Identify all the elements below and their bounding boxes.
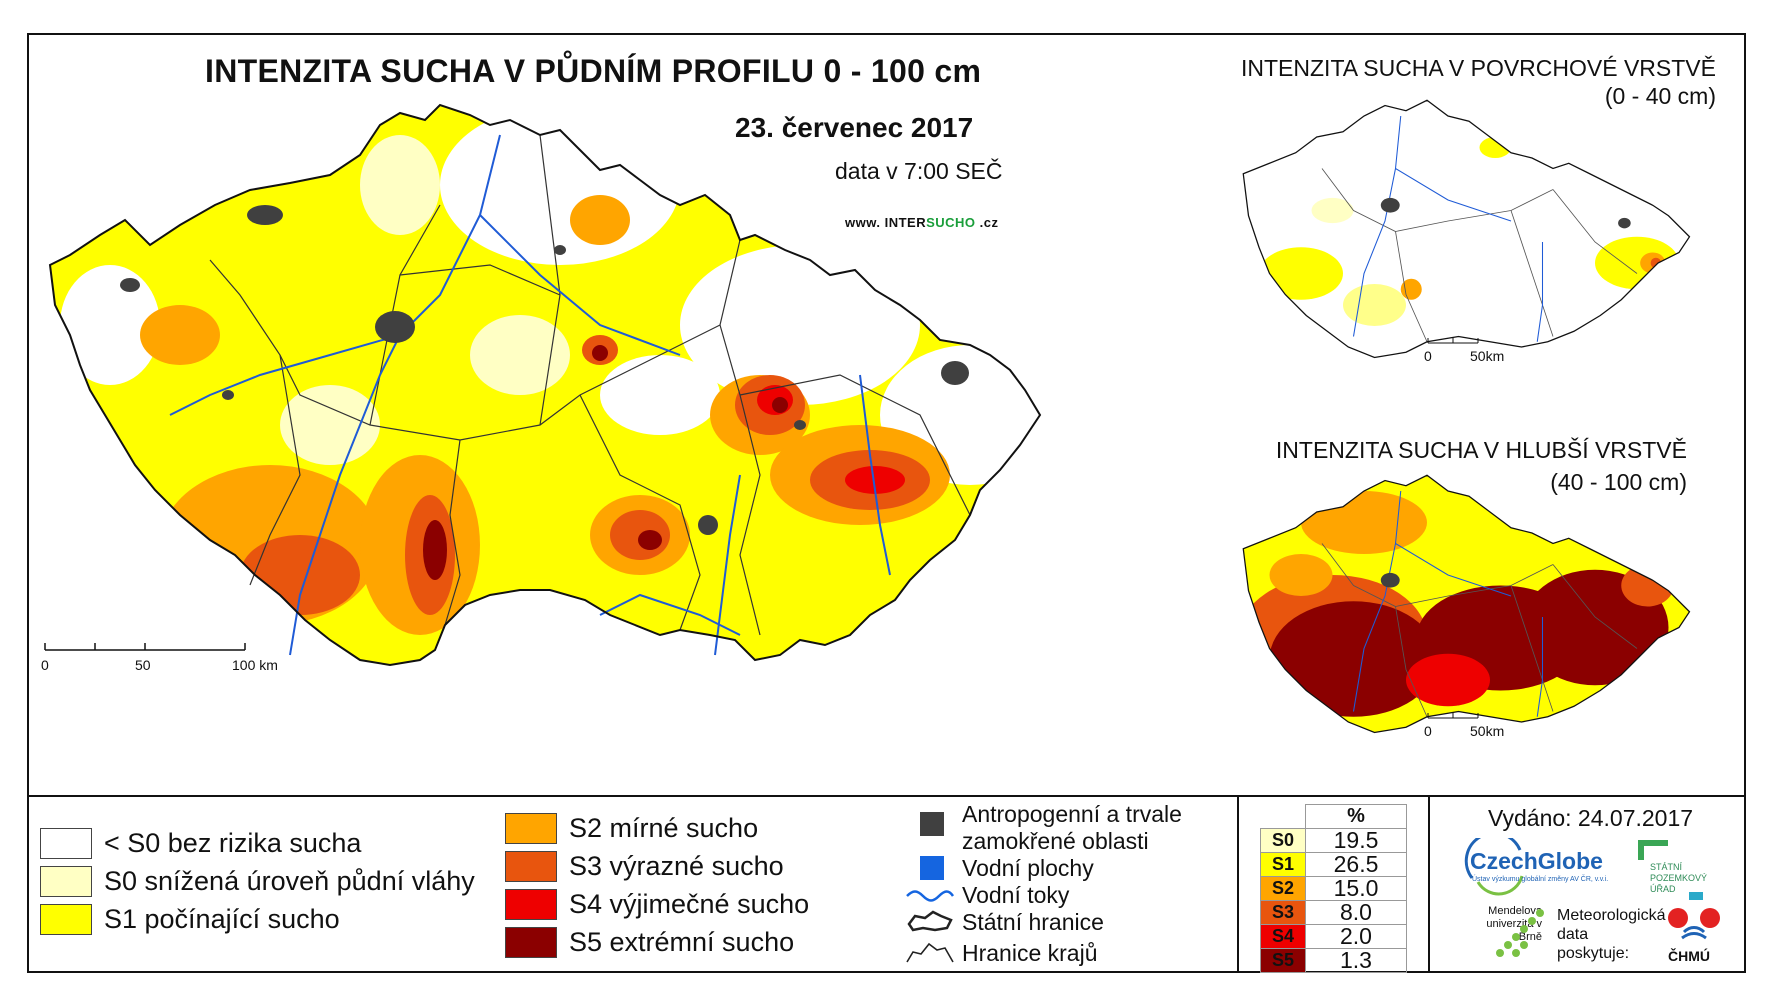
chmu-logo-icon (1668, 892, 1720, 940)
czechglobe-logo: CzechGlobe (1470, 848, 1603, 874)
spu-logo: STÁTNÍ POZEMKOVÝ ÚŘAD (1650, 862, 1708, 894)
table-row: S4 2.0 (1260, 924, 1407, 949)
legend-swatch (40, 904, 92, 935)
legend-state-border: Státní hranice (962, 909, 1104, 935)
mendel-logo: Mendelova univerzita v Brně (1486, 905, 1542, 943)
main-drought-map: 0 50 100 km (41, 104, 1041, 673)
legend-class-s5: S5 extrémní sucho (505, 927, 794, 958)
legend-swatch (505, 927, 557, 958)
legend-region-border: Hranice krajů (962, 940, 1098, 966)
legend-class-s4: S4 výjimečné sucho (505, 889, 809, 920)
czechglobe-subtitle: Ústav výzkumu globální změny AV ČR, v.v.… (1472, 876, 1609, 883)
percent-header: % (1305, 804, 1407, 829)
website-link[interactable]: www. INTERSUCHO .cz (845, 215, 999, 230)
legend-swatch (505, 851, 557, 882)
class-percent-cell: 2.0 (1305, 924, 1407, 949)
state-border-icon (907, 910, 953, 932)
river-icon (906, 890, 955, 902)
legend-anthropogenic: Antropogenní a trvale zamokřené oblasti (962, 801, 1182, 854)
legend-water-bodies: Vodní plochy (962, 855, 1094, 881)
separator-1 (1237, 797, 1239, 973)
table-row: S0 19.5 (1260, 828, 1407, 853)
legend-swatch (40, 866, 92, 897)
class-percent-cell: 19.5 (1305, 828, 1407, 853)
class-percent-cell: 15.0 (1305, 876, 1407, 901)
legend-separator (27, 795, 1746, 797)
svg-text:50km: 50km (1470, 723, 1504, 739)
mendel-logo-icon (1496, 909, 1544, 957)
surface-map-title: INTENZITA SUCHA V POVRCHOVÉ VRSTVĚ (0 - … (1241, 55, 1716, 109)
region-border-icon (906, 942, 954, 963)
separator-2 (1428, 797, 1430, 973)
class-code-cell: S5 (1260, 948, 1306, 973)
table-row: S3 8.0 (1260, 900, 1407, 925)
drought-percent-table: % S0 19.5 S1 26.5 S2 15.0 S3 8.0 S4 2.0 … (1260, 804, 1407, 973)
meteo-data-provider: Meteorologická data poskytuje: (1557, 907, 1666, 962)
legend-rivers: Vodní toky (962, 882, 1070, 908)
deep-scale-bar: 0 50km (1424, 713, 1504, 739)
legend-class-s1: S1 počínající sucho (40, 904, 340, 935)
surface-scale-bar: 0 50km (1424, 338, 1504, 364)
class-code-cell: S0 (1260, 828, 1306, 853)
table-header-row: % (1260, 804, 1407, 829)
issued-date: Vydáno: 24.07.2017 (1488, 805, 1694, 831)
svg-text:50: 50 (135, 657, 151, 673)
data-time: data v 7:00 SEČ (835, 158, 1003, 184)
svg-text:100 km: 100 km (232, 657, 278, 673)
deep-map-title: INTENZITA SUCHA V HLUBŠÍ VRSTVĚ (40 - 10… (1275, 437, 1687, 495)
class-percent-cell: 8.0 (1305, 900, 1407, 925)
class-code-cell: S2 (1260, 876, 1306, 901)
svg-text:0: 0 (41, 657, 49, 673)
class-percent-cell: 1.3 (1305, 948, 1407, 973)
legend-class-s0: S0 snížená úroveň půdní vláhy (40, 866, 475, 897)
water-body-icon (920, 856, 944, 880)
legend-class-none: < S0 bez rizika sucha (40, 828, 361, 859)
main-scale-bar: 0 50 100 km (41, 643, 278, 673)
class-code-cell: S3 (1260, 900, 1306, 925)
class-code-cell: S4 (1260, 924, 1306, 949)
svg-text:0: 0 (1424, 348, 1432, 364)
svg-text:0: 0 (1424, 723, 1432, 739)
legend-class-s3: S3 výrazné sucho (505, 851, 784, 882)
legend-swatch (40, 828, 92, 859)
table-row: S5 1.3 (1260, 948, 1407, 973)
surface-drought-map: 0 50km (1242, 99, 1691, 364)
legend-swatch (505, 889, 557, 920)
map-date: 23. červenec 2017 (735, 112, 974, 143)
table-row: S2 15.0 (1260, 876, 1407, 901)
anthropogenic-area-icon (920, 812, 944, 836)
svg-text:50km: 50km (1470, 348, 1504, 364)
main-title: INTENZITA SUCHA V PŮDNÍM PROFILU 0 - 100… (205, 53, 982, 89)
chmu-logo: ČHMÚ (1668, 948, 1710, 964)
class-code-cell: S1 (1260, 852, 1306, 877)
table-row: S1 26.5 (1260, 852, 1407, 877)
spu-logo-icon (1638, 840, 1668, 860)
deep-drought-map: 0 50km (1242, 474, 1691, 739)
class-percent-cell: 26.5 (1305, 852, 1407, 877)
legend-class-s2: S2 mírné sucho (505, 813, 758, 844)
czechglobe-logo-icon (1464, 838, 1524, 896)
legend-swatch (505, 813, 557, 844)
